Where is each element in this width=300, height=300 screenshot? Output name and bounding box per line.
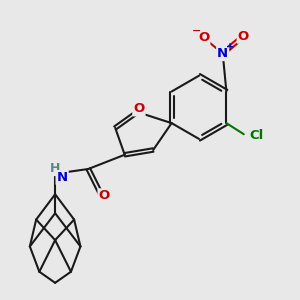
Text: N: N [56, 171, 68, 184]
Text: Cl: Cl [250, 129, 264, 142]
Text: O: O [133, 102, 145, 116]
Text: −: − [192, 26, 202, 36]
Text: +: + [226, 42, 234, 52]
Text: O: O [98, 189, 110, 202]
Text: H: H [50, 163, 60, 176]
Text: N: N [217, 47, 228, 60]
Text: O: O [198, 31, 209, 44]
Text: O: O [238, 30, 249, 43]
